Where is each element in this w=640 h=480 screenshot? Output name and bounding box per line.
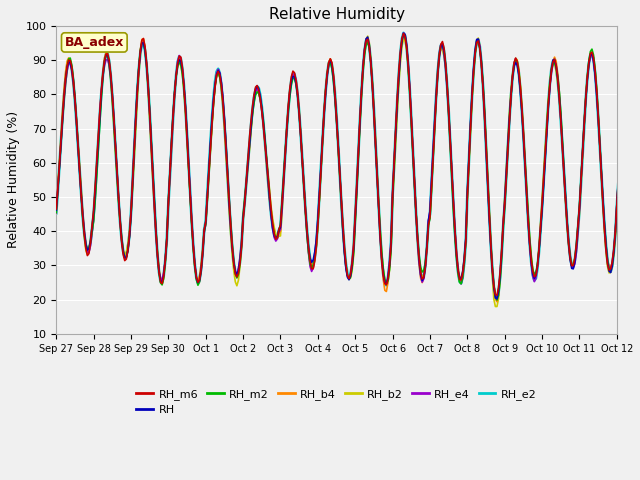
Legend: RH_m6, RH, RH_m2, RH_b4, RH_b2, RH_e4, RH_e2: RH_m6, RH, RH_m2, RH_b4, RH_b2, RH_e4, R… [136,389,537,415]
Title: Relative Humidity: Relative Humidity [269,7,404,22]
Text: BA_adex: BA_adex [65,36,124,49]
Y-axis label: Relative Humidity (%): Relative Humidity (%) [7,111,20,249]
